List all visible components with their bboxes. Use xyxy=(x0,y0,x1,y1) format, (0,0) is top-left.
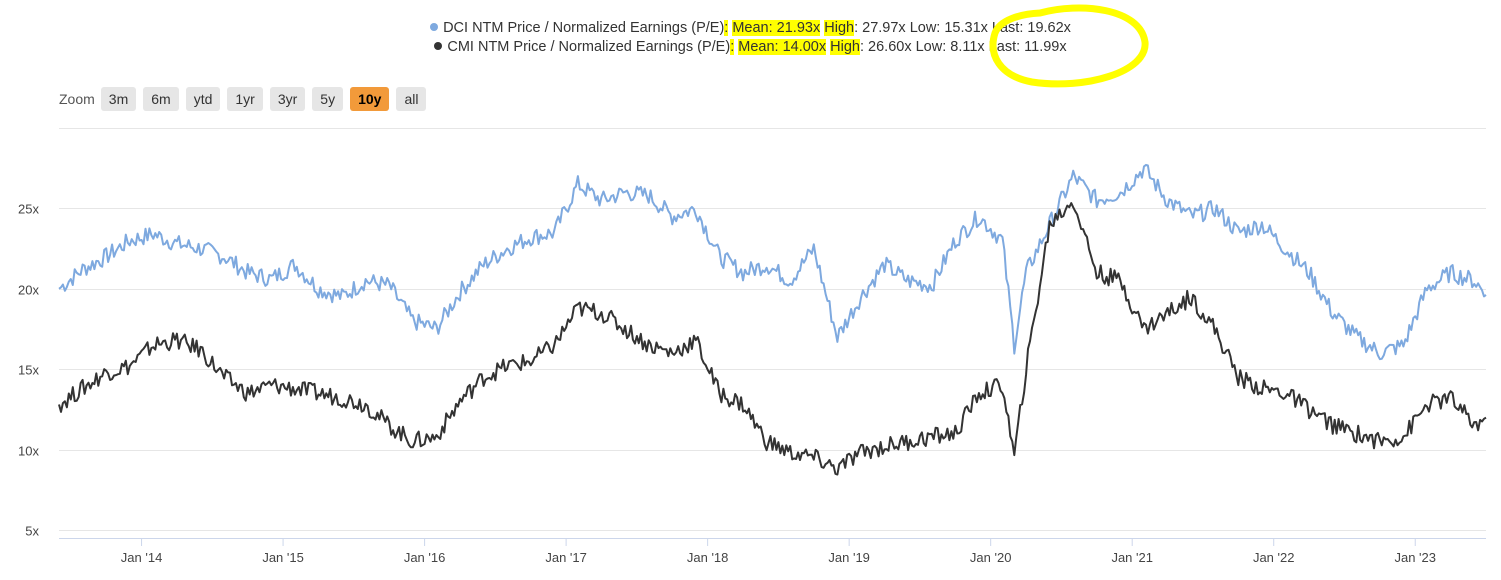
x-tick-label: Jan '19 xyxy=(828,550,870,565)
zoom-button-6m[interactable]: 6m xyxy=(143,87,179,111)
legend-label-dci: DCI NTM Price / Normalized Earnings (P/E… xyxy=(443,20,725,36)
chart-legend: DCI NTM Price / Normalized Earnings (P/E… xyxy=(0,19,1501,57)
legend-mean-cmi: Mean: 14.00x xyxy=(738,39,827,55)
legend-marker-dci xyxy=(430,23,439,31)
zoom-controls: Zoom 3m 6m ytd 1yr 3yr 5y 10y all xyxy=(59,86,433,112)
x-tick-label: Jan '15 xyxy=(262,550,304,565)
y-tick-label: 5x xyxy=(25,524,39,539)
legend-sep-dci: : xyxy=(724,20,729,36)
x-tick-label: Jan '16 xyxy=(404,550,446,565)
legend-stats-cmi: : 26.60x Low: 8.11x Last: 11.99x xyxy=(859,39,1067,55)
y-tick-label: 15x xyxy=(18,363,39,378)
grid-lines xyxy=(59,128,1486,531)
series-line-cmi[interactable] xyxy=(58,202,1487,476)
zoom-button-ytd[interactable]: ytd xyxy=(185,87,221,111)
x-tick-label: Jan '17 xyxy=(545,550,587,565)
x-tick-label: Jan '23 xyxy=(1394,550,1436,565)
x-tick-label: Jan '22 xyxy=(1253,550,1295,565)
y-tick-label: 20x xyxy=(18,283,39,298)
zoom-button-1yr[interactable]: 1yr xyxy=(227,87,263,111)
zoom-button-3yr[interactable]: 3yr xyxy=(269,87,306,111)
zoom-label: Zoom xyxy=(59,91,95,107)
x-axis: Jan '14 Jan '15 Jan '16 Jan '17 Jan '18 Jan '… xyxy=(121,538,1436,565)
y-axis-labels: 5x 10x 15x 20x 25x xyxy=(18,202,39,539)
legend-item-dci[interactable]: DCI NTM Price / Normalized Earnings (P/E… xyxy=(0,19,1501,38)
legend-high-cmi: High xyxy=(830,39,860,55)
legend-high-dci: High xyxy=(824,20,855,36)
y-tick-label: 10x xyxy=(18,444,39,459)
legend-sep-cmi: : xyxy=(730,39,735,55)
zoom-button-10y[interactable]: 10y xyxy=(350,87,390,111)
zoom-button-all[interactable]: all xyxy=(396,87,427,111)
legend-marker-cmi xyxy=(434,42,443,50)
zoom-button-3m[interactable]: 3m xyxy=(100,87,137,111)
x-tick-label: Jan '14 xyxy=(121,550,163,565)
legend-label-cmi: CMI NTM Price / Normalized Earnings (P/E… xyxy=(447,39,731,55)
zoom-button-5y[interactable]: 5y xyxy=(312,87,344,111)
x-tick-label: Jan '20 xyxy=(970,550,1012,565)
legend-item-cmi[interactable]: CMI NTM Price / Normalized Earnings (P/E… xyxy=(0,38,1501,57)
y-tick-label: 25x xyxy=(18,202,39,217)
legend-mean-dci: Mean: 21.93x xyxy=(732,20,821,36)
legend-stats-dci: : 27.97x Low: 15.31x Last: 19.62x xyxy=(854,20,1071,36)
x-tick-label: Jan '18 xyxy=(687,550,729,565)
series-line-dci[interactable] xyxy=(58,163,1487,361)
x-tick-label: Jan '21 xyxy=(1111,550,1153,565)
series-layer xyxy=(58,163,1487,476)
